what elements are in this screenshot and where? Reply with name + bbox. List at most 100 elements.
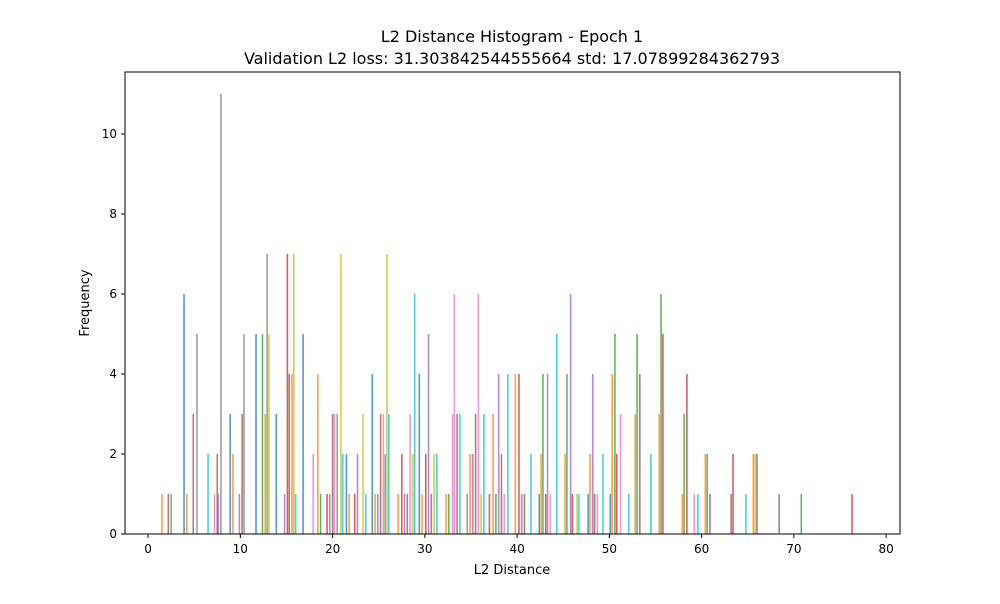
histogram-bar (217, 494, 219, 534)
x-tick-label: 10 (233, 542, 248, 556)
x-tick-label: 0 (144, 542, 152, 556)
histogram-bar (697, 494, 699, 534)
y-tick-label: 8 (109, 207, 117, 221)
histogram-bar (427, 334, 430, 534)
histogram-bar (497, 374, 500, 534)
histogram-bar (756, 454, 758, 534)
histogram-bar (614, 334, 616, 534)
histogram-bar (388, 414, 390, 534)
histogram-bar (312, 454, 315, 534)
histogram-bar (602, 454, 604, 534)
histogram-bar (291, 374, 293, 534)
histogram-bar (283, 494, 286, 534)
histogram-bar (477, 294, 480, 534)
histogram-bar (331, 414, 334, 534)
histogram-bar (706, 454, 708, 534)
y-tick-label: 0 (109, 527, 117, 541)
x-tick-label: 70 (786, 542, 801, 556)
histogram-bar (353, 494, 356, 534)
histogram-bar (371, 374, 374, 534)
histogram-bar (365, 494, 367, 534)
histogram-bar (472, 454, 474, 534)
histogram-bar (514, 374, 517, 534)
histogram-bar (264, 414, 267, 534)
histogram-bar (500, 454, 503, 534)
histogram-bar (412, 454, 414, 534)
histogram-bar (681, 494, 684, 534)
histogram-bar (333, 414, 336, 534)
histogram-bar (609, 494, 612, 534)
histogram-bar (488, 494, 491, 534)
histogram-bar (627, 494, 630, 534)
histogram-bar (382, 414, 385, 534)
y-tick-label: 2 (109, 447, 117, 461)
histogram-bar (469, 454, 471, 534)
plot-frame (124, 71, 901, 535)
x-tick-label: 30 (417, 542, 432, 556)
histogram-bar (530, 454, 532, 534)
histogram-bar (619, 414, 622, 534)
histogram-bar (266, 254, 268, 534)
histogram-bar (466, 494, 469, 534)
histogram-bar (421, 494, 423, 534)
histogram-bar (566, 374, 568, 534)
histogram-bar (220, 94, 222, 534)
histogram-bar (268, 334, 270, 534)
histogram-bar (317, 374, 319, 534)
histogram-bar (294, 494, 297, 534)
histogram-bar (542, 374, 544, 534)
histogram-bar (196, 334, 198, 534)
histogram-bar (326, 494, 328, 534)
histogram-bar (483, 414, 485, 534)
histogram-bar (754, 454, 756, 534)
histogram-bar (523, 494, 526, 534)
histogram-bar (518, 374, 520, 534)
histogram-bar (293, 254, 295, 534)
histogram-bar (445, 494, 447, 534)
histogram-bar (433, 454, 435, 534)
histogram-bar (397, 494, 399, 534)
y-tick-label: 6 (109, 287, 117, 301)
histogram-bar (238, 494, 241, 534)
histogram-bar (745, 494, 747, 534)
histogram-bar (362, 414, 364, 534)
histogram-bar (255, 334, 257, 534)
histogram-bar (639, 374, 641, 534)
histogram-bar (540, 454, 542, 534)
histogram-bar (549, 494, 552, 534)
histogram-bar (538, 494, 541, 534)
histogram-bar (288, 374, 291, 534)
chart-subtitle: Validation L2 loss: 31.303842544555664 s… (244, 49, 780, 68)
histogram-bar (453, 294, 456, 534)
histogram-bar (480, 494, 482, 534)
y-tick-label: 10 (102, 127, 117, 141)
histogram-bar (275, 414, 278, 534)
histogram-bar (232, 454, 234, 534)
y-tick-label: 4 (109, 367, 117, 381)
histogram-bar (591, 374, 594, 534)
histogram-bar (418, 374, 421, 534)
x-tick-label: 50 (602, 542, 617, 556)
histogram-bar (377, 494, 379, 534)
histogram-bar (379, 414, 382, 534)
histogram-bar (167, 494, 170, 534)
histogram-bar (229, 414, 231, 534)
histogram-bar (503, 494, 505, 534)
x-axis-ticks: 0 10 20 30 40 50 60 70 80 (144, 534, 894, 556)
histogram-bar (546, 374, 549, 534)
histogram-bar (409, 414, 411, 534)
histogram-bar (424, 454, 427, 534)
x-tick-label: 20 (325, 542, 340, 556)
y-axis-ticks: 0 2 4 6 8 10 (102, 127, 125, 541)
histogram-bar (576, 494, 578, 534)
histogram-bar (241, 414, 243, 534)
histogram-bar (403, 494, 406, 534)
histogram-bar (730, 494, 732, 534)
histogram-bar (336, 414, 338, 534)
histogram-bar (752, 454, 755, 534)
histogram-bar (356, 454, 359, 534)
histogram-bar (709, 494, 711, 534)
histogram-bar (319, 494, 322, 534)
histogram-bar (544, 494, 547, 534)
histogram-bar (170, 494, 172, 534)
